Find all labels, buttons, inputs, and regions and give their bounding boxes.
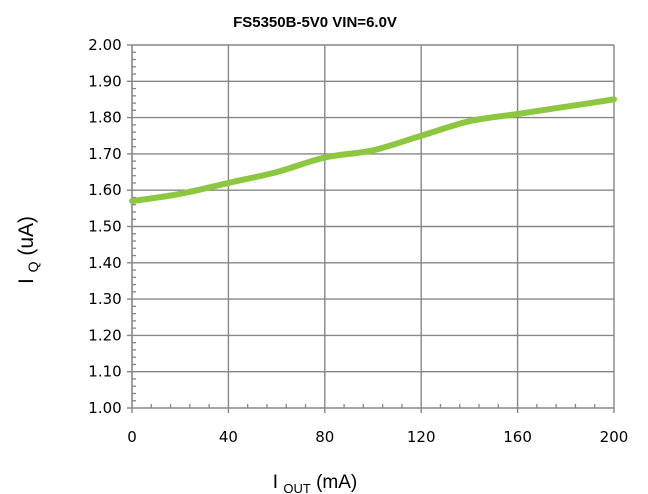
y-tick-label: 1.20: [88, 326, 121, 344]
series-line: [129, 96, 617, 205]
x-axis-label-main: I: [273, 472, 278, 493]
y-tick-label: 1.80: [88, 109, 121, 127]
x-axis-label: I OUT (mA): [273, 472, 357, 494]
y-tick-label: 1.50: [88, 218, 121, 236]
y-tick-label: 1.70: [88, 145, 121, 163]
x-tick-label: 40: [219, 428, 238, 446]
y-tick-label: 1.40: [88, 254, 121, 272]
y-tick-label: 1.90: [88, 72, 121, 90]
x-axis-label-suffix: (mA): [316, 472, 357, 493]
y-tick-label: 1.10: [88, 363, 121, 381]
y-axis-label-main: I: [15, 278, 38, 284]
y-tick-label: 1.30: [88, 290, 121, 308]
y-tick-label: 1.00: [88, 399, 121, 417]
y-tick-label: 2.00: [88, 36, 121, 54]
y-axis-label-suffix: (uA): [15, 216, 38, 256]
y-tick-label: 1.60: [88, 181, 121, 199]
x-axis-label-subscript: OUT: [283, 481, 311, 494]
chart-title: FS5350B-5V0 VIN=6.0V: [233, 14, 397, 31]
y-axis-label-subscript: Q: [25, 261, 41, 272]
x-tick-label: 200: [600, 428, 629, 446]
x-tick-label: 120: [407, 428, 436, 446]
plot-area: 1.00 1.10 1.20 1.30 1.40 1.50 1.60 1.70 1.80 1.90…: [88, 36, 628, 446]
x-tick-label: 0: [127, 428, 137, 446]
x-tick-label: 80: [315, 428, 334, 446]
x-tick-label: 160: [503, 428, 532, 446]
y-axis-label: I Q (uA): [15, 216, 43, 284]
